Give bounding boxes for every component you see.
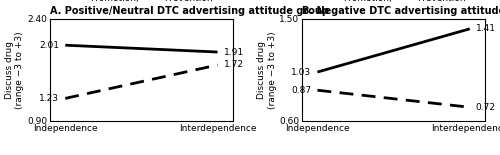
Y-axis label: Discuss drug
(range −3 to +3): Discuss drug (range −3 to +3) bbox=[5, 31, 24, 108]
Legend: Promotion,, Prevention: Promotion,, Prevention bbox=[318, 0, 469, 7]
Text: B. Negative DTC advertising attitude group: B. Negative DTC advertising attitude gro… bbox=[302, 7, 500, 16]
Text: 1.23: 1.23 bbox=[39, 94, 59, 103]
Legend: Promotion,, Prevention: Promotion,, Prevention bbox=[66, 0, 216, 7]
Text: A. Positive/Neutral DTC advertising attitude group: A. Positive/Neutral DTC advertising atti… bbox=[50, 7, 329, 16]
Text: 0.72: 0.72 bbox=[476, 103, 496, 112]
Y-axis label: Discuss drug
(range −3 to +3): Discuss drug (range −3 to +3) bbox=[257, 31, 276, 108]
Text: 0.87: 0.87 bbox=[291, 86, 312, 95]
Text: 1.41: 1.41 bbox=[476, 24, 496, 33]
Text: 1.03: 1.03 bbox=[291, 68, 312, 77]
Text: 2.01: 2.01 bbox=[39, 41, 59, 50]
Text: 1.91: 1.91 bbox=[224, 48, 244, 57]
Text: 1.72: 1.72 bbox=[224, 60, 244, 69]
